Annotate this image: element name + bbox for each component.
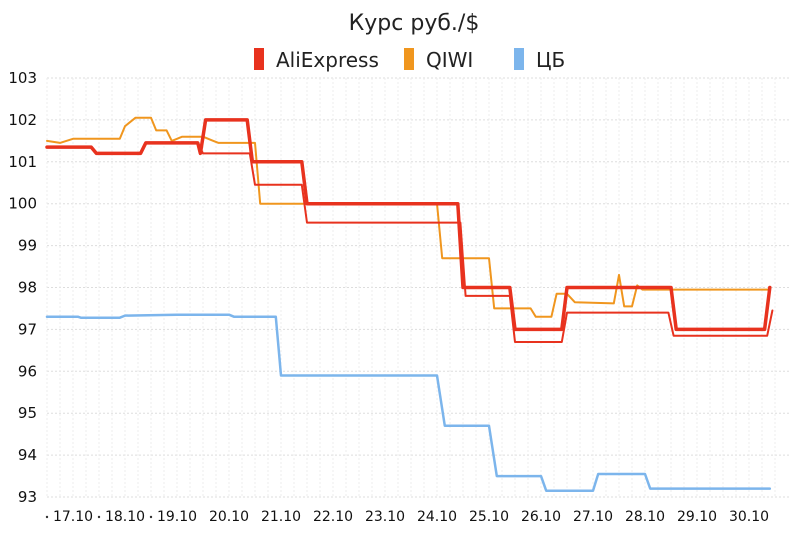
legend-item-0[interactable]: AliExpress: [254, 48, 379, 72]
y-tick-label: 95: [18, 404, 37, 422]
x-tick-label: 21.10: [261, 509, 301, 525]
x-tick-label: 18.10: [105, 509, 145, 525]
legend-swatch: [404, 48, 414, 70]
y-tick-label: 97: [18, 320, 37, 338]
x-tick-label: 20.10: [209, 509, 249, 525]
y-tick-label: 101: [8, 153, 37, 171]
y-tick-label: 94: [18, 446, 37, 464]
legend-item-2[interactable]: ЦБ: [514, 48, 565, 72]
y-tick-label: 102: [8, 111, 37, 129]
series-lines: [45, 116, 774, 492]
x-tick-label: 22.10: [313, 509, 353, 525]
legend-item-1[interactable]: QIWI: [404, 48, 473, 72]
x-tick-label: 30.10: [729, 509, 769, 525]
x-tick-dot-2: [149, 515, 153, 519]
series-line-0: [45, 313, 772, 492]
y-axis: 93 94 95 96 97 98 99 100 101 102 103: [8, 69, 37, 506]
y-tick-label: 100: [8, 195, 37, 213]
chart-title: Курс руб./$: [349, 11, 480, 36]
y-tick-label: 98: [18, 279, 37, 297]
y-tick-label: 103: [8, 69, 37, 87]
x-tick-dot-0: [45, 515, 49, 519]
legend-swatch: [514, 48, 524, 70]
x-tick-label: 23.10: [365, 509, 405, 525]
x-axis: 17.10 18.10 19.10 20.10 21.10 22.10 23.10 24.10…: [45, 509, 769, 525]
legend[interactable]: AliExpress QIWI ЦБ: [254, 48, 565, 72]
legend-label: AliExpress: [276, 48, 379, 72]
series-line-2: [46, 141, 774, 343]
x-tick-label: 24.10: [417, 509, 457, 525]
x-tick-label: 28.10: [625, 509, 665, 525]
x-tick-label: 27.10: [573, 509, 613, 525]
x-tick-dot-1: [97, 515, 101, 519]
y-tick-label: 93: [18, 488, 37, 506]
legend-label: ЦБ: [536, 48, 565, 72]
series-line-3: [45, 118, 772, 332]
x-tick-label: 29.10: [677, 509, 717, 525]
legend-swatch: [254, 48, 264, 70]
x-tick-label: 19.10: [157, 509, 197, 525]
x-tick-label: 17.10: [53, 509, 93, 525]
legend-label: QIWI: [426, 48, 473, 72]
grid: [46, 77, 790, 498]
x-tick-label: 25.10: [469, 509, 509, 525]
x-tick-label: 26.10: [521, 509, 561, 525]
y-tick-label: 96: [18, 362, 37, 380]
y-tick-label: 99: [18, 237, 37, 255]
